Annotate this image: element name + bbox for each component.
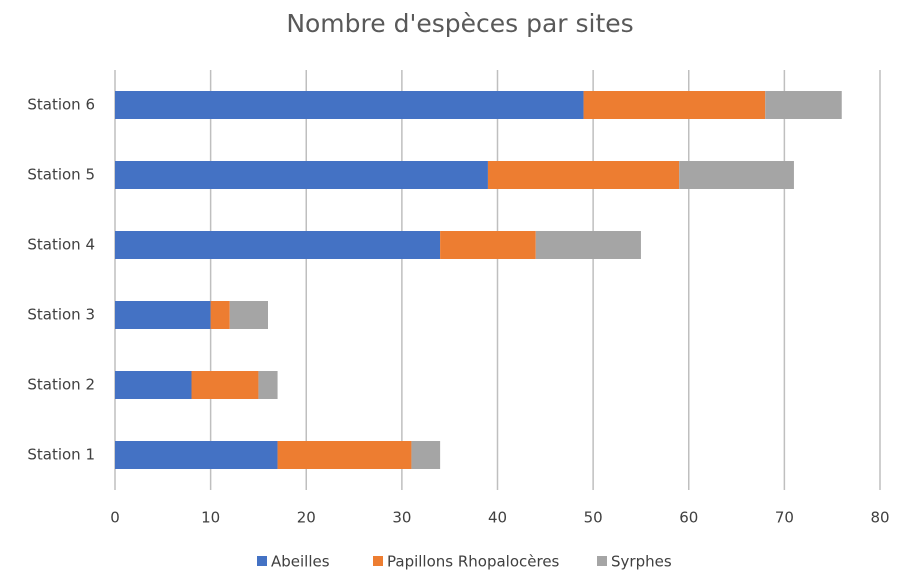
y-tick-label: Station 6 — [27, 96, 95, 114]
bar-segment — [487, 161, 680, 189]
bar-segment — [115, 441, 278, 469]
bar-segment — [258, 371, 278, 399]
y-tick-label: Station 1 — [27, 446, 95, 464]
bar-segment — [679, 161, 794, 189]
y-tick-label: Station 5 — [27, 166, 95, 184]
bar-segment — [277, 441, 412, 469]
bar-segment — [210, 301, 230, 329]
x-tick-label: 0 — [110, 509, 120, 527]
chart-title: Nombre d'espèces par sites — [286, 9, 633, 38]
legend-swatch — [373, 556, 383, 566]
bar-segment — [440, 231, 536, 259]
bar-segment — [191, 371, 259, 399]
y-tick-label: Station 2 — [27, 376, 95, 394]
x-tick-label: 40 — [488, 509, 507, 527]
y-tick-label: Station 4 — [27, 236, 95, 254]
y-tick-label: Station 3 — [27, 306, 95, 324]
bar-segment — [583, 91, 766, 119]
x-tick-label: 10 — [201, 509, 220, 527]
x-tick-label: 80 — [870, 509, 889, 527]
x-tick-label: 20 — [297, 509, 316, 527]
bar-segment — [765, 91, 842, 119]
bar-segment — [411, 441, 441, 469]
x-tick-label: 70 — [775, 509, 794, 527]
bar-segment — [115, 231, 441, 259]
legend-swatch — [257, 556, 267, 566]
legend-label: Syrphes — [611, 553, 672, 571]
bar-segment — [535, 231, 641, 259]
bar-segment — [115, 301, 211, 329]
x-tick-label: 50 — [584, 509, 603, 527]
legend-label: Abeilles — [271, 553, 330, 571]
x-tick-label: 60 — [679, 509, 698, 527]
x-tick-label: 30 — [392, 509, 411, 527]
bar-segment — [229, 301, 268, 329]
bar-segment — [115, 161, 488, 189]
bar-segment — [115, 91, 584, 119]
legend-swatch — [597, 556, 607, 566]
bar-segment — [115, 371, 192, 399]
legend-label: Papillons Rhopalocères — [387, 553, 560, 571]
